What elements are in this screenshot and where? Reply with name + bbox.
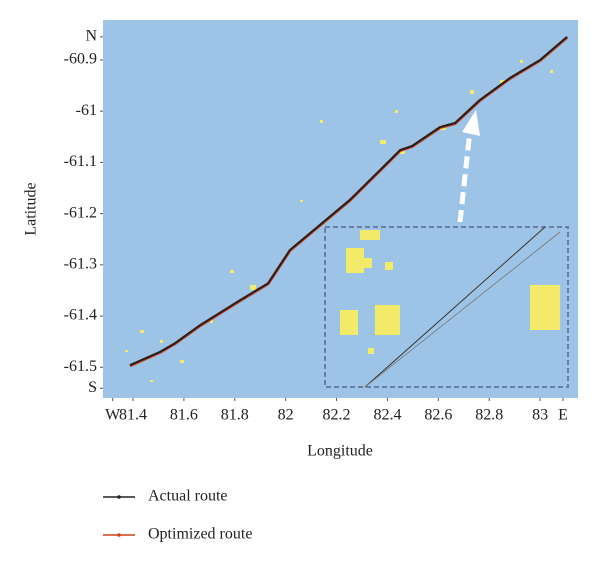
legend-label: Optimized route [148,526,252,543]
y-tick-label: -61.5 [64,358,97,375]
y-tick-label: -61.4 [64,307,97,324]
x-tick-label: 81.8 [221,407,249,424]
legend-marker [117,495,121,499]
y-tick-label: -61.1 [64,153,97,170]
x-tick-label: 82.4 [373,407,401,424]
route-line [129,36,568,367]
y-axis-title: Latitude [23,182,40,235]
legend-marker [117,533,121,537]
y-tick-label: S [88,379,97,396]
x-tick-label: 82.6 [424,407,452,424]
x-axis-title: Longitude [307,443,373,460]
y-tick-label: -61.3 [64,256,97,273]
y-tick-label: -61.2 [64,204,97,221]
y-tick-label: -60.9 [64,51,97,68]
x-tick-label: 81.4 [119,407,147,424]
inset [324,110,569,388]
x-tick-label: 82.2 [323,407,351,424]
y-tick-label: -61 [76,102,97,119]
x-tick-label: E [558,407,568,424]
y-tick-label: N [85,28,97,45]
x-tick-label: 81.6 [170,407,198,424]
legend-label: Actual route [148,488,228,505]
x-tick-label: 83 [532,407,548,424]
x-tick-label: 82.8 [475,407,503,424]
x-tick-label: 82 [278,407,294,424]
x-tick-label: W [105,407,121,424]
